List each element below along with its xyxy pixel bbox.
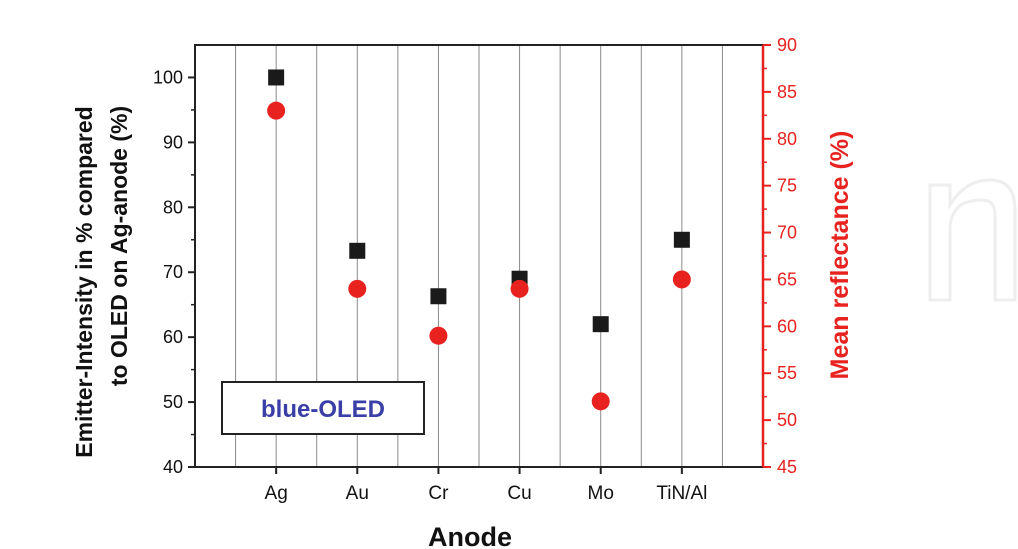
right-tick-label: 90 xyxy=(777,35,797,55)
right-tick-label: 70 xyxy=(777,223,797,243)
reflectance-circle-marker xyxy=(672,270,691,289)
watermark-logo xyxy=(928,178,1017,302)
y-axis-title-left-line1: Emitter-Intensity in % compared xyxy=(71,106,97,457)
left-tick-label: 40 xyxy=(163,457,183,477)
reflectance-circle-marker xyxy=(348,279,367,298)
axis-ticks xyxy=(188,44,771,474)
left-tick-label: 70 xyxy=(163,262,183,282)
left-tick-label: 80 xyxy=(163,197,183,217)
intensity-square-marker xyxy=(592,316,609,333)
right-tick-label: 75 xyxy=(777,176,797,196)
category-labels: Ag Au Cr Cu Mo TiN/Al xyxy=(265,483,708,504)
data-markers xyxy=(267,69,691,411)
reflectance-circle-marker xyxy=(591,392,610,411)
category-label: TiN/Al xyxy=(656,483,707,504)
category-label: Cr xyxy=(428,483,449,504)
category-label: Mo xyxy=(588,483,614,504)
reflectance-circle-marker xyxy=(429,326,448,345)
y-axis-title-right: Mean reflectance (%) xyxy=(826,131,854,380)
intensity-square-marker xyxy=(349,242,366,259)
right-tick-label: 80 xyxy=(777,129,797,149)
left-tick-label: 100 xyxy=(153,67,183,87)
x-axis-title: Anode xyxy=(428,522,512,549)
category-label: Au xyxy=(346,483,369,504)
reflectance-circle-marker xyxy=(510,279,529,298)
legend-text: blue-OLED xyxy=(261,396,385,423)
y-axis-title-left-line2: to OLED on Ag-anode (%) xyxy=(106,106,132,386)
left-tick-label: 50 xyxy=(163,392,183,412)
right-tick-labels: 45 50 55 60 65 70 75 80 85 90 xyxy=(777,35,797,477)
intensity-square-marker xyxy=(430,288,447,305)
legend-box: blue-OLED xyxy=(221,381,425,435)
left-tick-label: 90 xyxy=(163,132,183,152)
left-tick-label: 60 xyxy=(163,327,183,347)
intensity-square-marker xyxy=(673,231,690,248)
right-tick-label: 50 xyxy=(777,410,797,430)
category-label: Cu xyxy=(507,483,531,504)
intensity-square-marker xyxy=(268,69,285,86)
right-tick-label: 55 xyxy=(777,363,797,383)
right-tick-label: 45 xyxy=(777,457,797,477)
right-tick-label: 65 xyxy=(777,269,797,289)
right-tick-label: 60 xyxy=(777,316,797,336)
left-tick-labels: 40 50 60 70 80 90 100 xyxy=(153,67,183,477)
right-tick-label: 85 xyxy=(777,82,797,102)
category-label: Ag xyxy=(265,483,288,504)
reflectance-circle-marker xyxy=(267,101,286,120)
